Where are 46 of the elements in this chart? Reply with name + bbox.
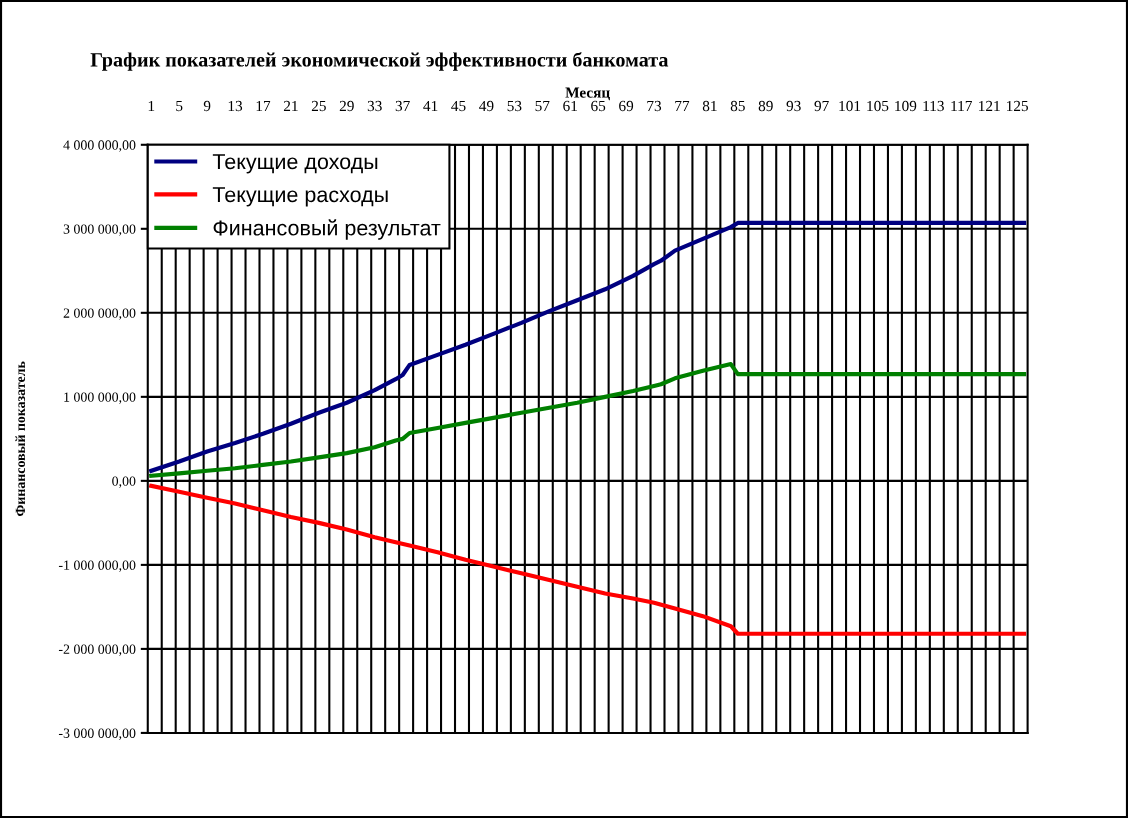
x-tick-label: 117 [951, 100, 972, 111]
x-tick-label: 101 [839, 100, 861, 112]
y-tick-label: -3 000 000,00 [58, 728, 136, 740]
x-tick-label: 37 [395, 100, 410, 112]
x-tick-label: 49 [479, 100, 494, 112]
x-tick-label: 113 [923, 100, 944, 112]
x-tick-label: 25 [311, 100, 326, 112]
x-tick-label: 57 [535, 100, 550, 112]
x-tick-label: 17 [256, 100, 271, 111]
x-tick-label: 65 [591, 100, 606, 112]
legend-label: Финансовый результат [213, 219, 441, 240]
x-tick-label: 1 [148, 100, 155, 111]
y-tick-label: -1 000 000,00 [58, 560, 136, 572]
x-tick-label: 85 [730, 100, 745, 112]
y-tick-label: 4 000 000,00 [63, 140, 136, 152]
x-tick-label: 9 [203, 100, 211, 112]
y-axis-title: Финансовый показатель [15, 361, 26, 517]
x-tick-label: 93 [786, 100, 801, 112]
x-tick-label: 33 [367, 100, 382, 112]
x-tick-label: 13 [228, 100, 243, 112]
x-tick-label: 105 [867, 100, 889, 112]
x-tick-label: 41 [423, 100, 438, 111]
y-tick-label: 3 000 000,00 [63, 224, 136, 236]
x-tick-label: 5 [176, 100, 183, 112]
x-tick-label: 81 [702, 100, 717, 112]
x-tick-label: 97 [814, 100, 829, 112]
x-tick-label: 61 [563, 100, 577, 112]
y-tick-label: -2 000 000,00 [58, 644, 136, 656]
x-tick-label: 21 [283, 100, 298, 111]
x-tick-label: 121 [979, 100, 1000, 111]
x-tick-label: 125 [1007, 100, 1028, 112]
x-tick-label: 89 [758, 100, 773, 112]
x-tick-label: 73 [647, 100, 662, 112]
y-tick-label: 2 000 000,00 [63, 308, 136, 320]
x-tick-label: 29 [339, 100, 354, 112]
x-tick-label: 77 [675, 100, 690, 111]
y-tick-label: 1 000 000,00 [64, 392, 136, 404]
x-tick-label: 69 [619, 100, 634, 112]
x-tick-label: 45 [451, 100, 466, 112]
x-tick-label: 53 [507, 100, 522, 112]
legend-label: Текущие доходы [212, 154, 378, 174]
x-axis-title: Месяц [565, 87, 610, 101]
legend-label: Текущие расходы [212, 187, 388, 207]
x-tick-label: 109 [895, 100, 917, 112]
chart-title: График показателей экономической эффективности банкомата [90, 52, 669, 71]
y-tick-label: 0,00 [112, 476, 136, 488]
